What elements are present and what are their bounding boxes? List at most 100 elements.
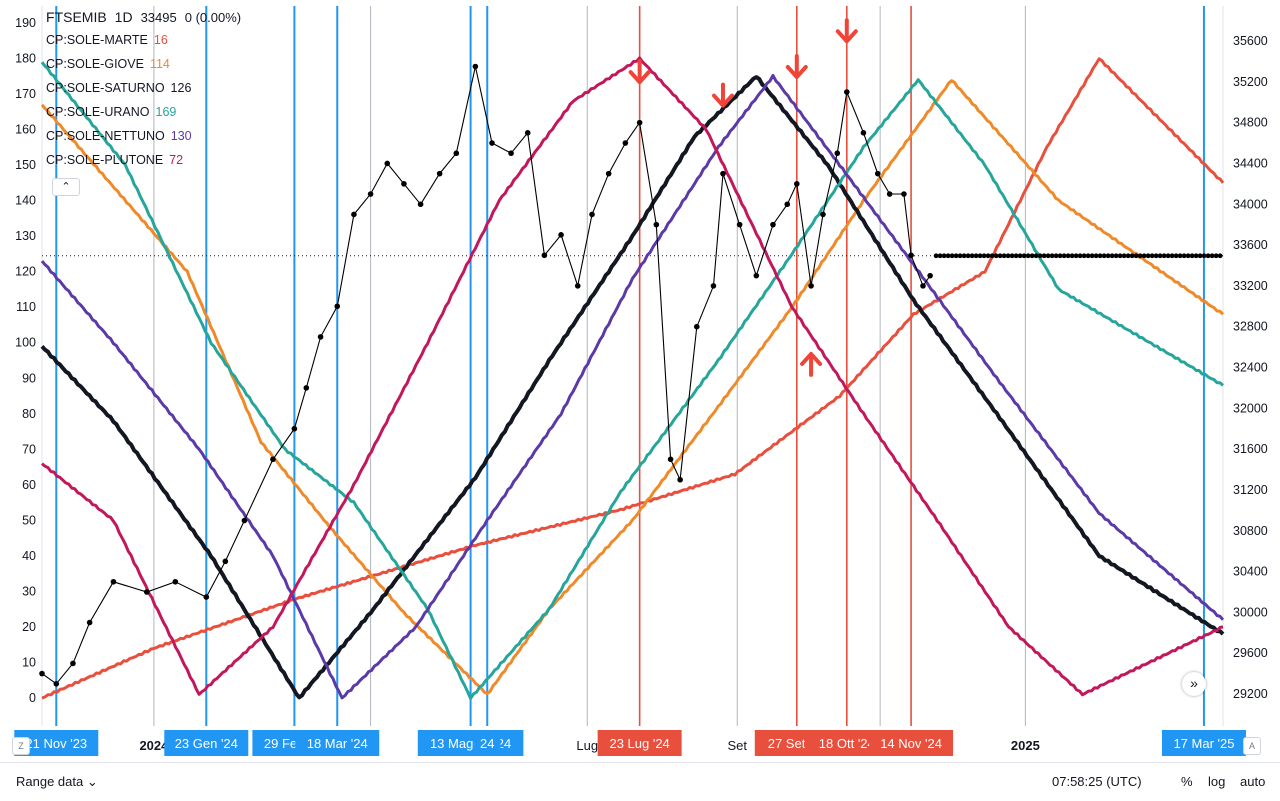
arrow-head xyxy=(835,29,858,44)
projection-point xyxy=(1005,253,1011,259)
interval[interactable]: 1D xyxy=(114,9,133,25)
date-label-box xyxy=(417,730,524,756)
left-axis-tick-label: 110 xyxy=(16,300,36,314)
projection-point xyxy=(933,253,939,259)
date-label-box xyxy=(474,730,501,756)
series-line xyxy=(40,79,1225,696)
up-arrow-icon xyxy=(800,351,823,377)
projection-point xyxy=(1157,253,1163,259)
chart-legend: FTSEMIB 1D 33495 0 (0.00%) CP:SOLE-MARTE… xyxy=(46,6,241,172)
projection-point xyxy=(1177,253,1183,259)
left-axis-tick-label: 70 xyxy=(22,442,36,456)
left-axis-tick-label: 100 xyxy=(15,336,36,350)
price-point xyxy=(874,170,881,177)
right-axis-tick-label: 30800 xyxy=(1233,524,1268,538)
price-point xyxy=(636,119,643,126)
price-point xyxy=(436,170,443,177)
date-label-box xyxy=(869,730,954,756)
log-toggle[interactable]: log xyxy=(1208,774,1226,789)
date-label-box xyxy=(164,730,249,756)
legend-item[interactable]: CP:SOLE-NETTUNO 130 xyxy=(46,124,241,148)
price-point xyxy=(558,232,564,238)
legend-item-label: CP:SOLE-SATURNO xyxy=(46,81,165,95)
right-axis-tick-label: 30400 xyxy=(1233,565,1268,579)
projection-point xyxy=(1061,253,1067,259)
price-point xyxy=(110,578,117,585)
auto-toggle[interactable]: auto xyxy=(1240,774,1266,789)
projection-point xyxy=(1065,253,1071,259)
price-point xyxy=(820,211,826,218)
clock[interactable]: 07:58:25 (UTC) xyxy=(1052,774,1142,789)
legend-item[interactable]: CP:SOLE-PLUTONE 72 xyxy=(46,148,241,172)
left-axis-tick-label: 90 xyxy=(22,371,36,385)
price-point xyxy=(524,130,531,136)
chevron-up-icon[interactable]: ⌃ xyxy=(52,178,80,196)
projection-point xyxy=(1041,253,1047,259)
arrow-head xyxy=(628,70,651,85)
date-label-text: 23 Lug '24 xyxy=(609,736,669,751)
left-axis-tick-label: 40 xyxy=(22,549,36,563)
left-axis-tick-label: 170 xyxy=(15,87,36,101)
legend-item[interactable]: CP:SOLE-URANO 169 xyxy=(46,100,241,124)
symbol-name[interactable]: FTSEMIB xyxy=(46,9,107,25)
projection-point xyxy=(1017,253,1023,259)
projection-point xyxy=(1153,253,1159,259)
left-corner-button[interactable]: Z xyxy=(12,737,30,755)
legend-item-label: CP:SOLE-PLUTONE xyxy=(46,153,164,167)
last-price: 33495 xyxy=(140,9,177,25)
price-point xyxy=(39,670,45,677)
price-point xyxy=(489,140,495,146)
arrow-head xyxy=(785,65,808,80)
scroll-to-realtime-icon[interactable]: » xyxy=(1182,672,1206,696)
x-axis-tick-label: 2025 xyxy=(1011,738,1040,753)
projection-point xyxy=(1173,253,1179,259)
right-axis-tick-label: 31200 xyxy=(1233,483,1268,497)
projection-point xyxy=(1089,253,1095,259)
price-point xyxy=(653,221,660,228)
projection-point xyxy=(1105,253,1111,259)
price-point xyxy=(291,425,298,432)
series-line xyxy=(41,56,1224,697)
price-point xyxy=(472,63,479,70)
red-date-label: 14 Nov '24 xyxy=(869,730,954,756)
price-point xyxy=(860,130,867,136)
price-point xyxy=(367,191,374,197)
legend-item[interactable]: CP:SOLE-SATURNO 126 xyxy=(46,76,241,100)
projection-point xyxy=(957,253,963,259)
down-arrow-icon xyxy=(711,82,734,108)
price-point xyxy=(172,578,179,585)
price-point xyxy=(417,201,424,208)
projection-point xyxy=(1093,253,1099,259)
red-date-label: 23 Lug '24 xyxy=(597,730,682,756)
date-label-text: 24 xyxy=(480,736,494,751)
left-axis-tick-label: 10 xyxy=(22,655,36,669)
percent-toggle[interactable]: % xyxy=(1181,774,1193,789)
chart-canvas[interactable]: 0102030405060708090100110120130140150160… xyxy=(0,0,1280,762)
left-axis-tick-label: 50 xyxy=(22,513,36,527)
range-data-button[interactable]: Range data ⌄ xyxy=(16,774,98,790)
projection-point xyxy=(1145,253,1151,259)
right-axis-tick-label: 34400 xyxy=(1233,156,1268,170)
legend-item[interactable]: CP:SOLE-MARTE 16 xyxy=(46,28,241,52)
projection-point xyxy=(1057,253,1063,259)
x-axis-tick-label: Lug xyxy=(576,738,598,753)
price-point xyxy=(667,456,674,463)
right-axis-tick-label: 32800 xyxy=(1233,320,1268,334)
projection-point xyxy=(1029,253,1035,259)
projection-point xyxy=(1121,253,1127,259)
projection-point xyxy=(989,253,995,259)
price-point xyxy=(843,89,850,95)
legend-item-label: CP:SOLE-MARTE xyxy=(46,33,148,47)
projection-point xyxy=(1117,253,1123,259)
price-change: 0 (0.00%) xyxy=(184,9,242,25)
price-point xyxy=(677,476,683,483)
projection-point xyxy=(1209,253,1215,259)
price-point xyxy=(793,181,800,187)
price-point xyxy=(270,456,276,463)
projection-point xyxy=(1085,253,1091,259)
legend-item[interactable]: CP:SOLE-GIOVE 114 xyxy=(46,52,241,76)
projection-point xyxy=(1197,253,1203,259)
price-point xyxy=(908,252,914,259)
series-line xyxy=(40,61,1225,700)
right-corner-button[interactable]: A xyxy=(1243,737,1261,755)
